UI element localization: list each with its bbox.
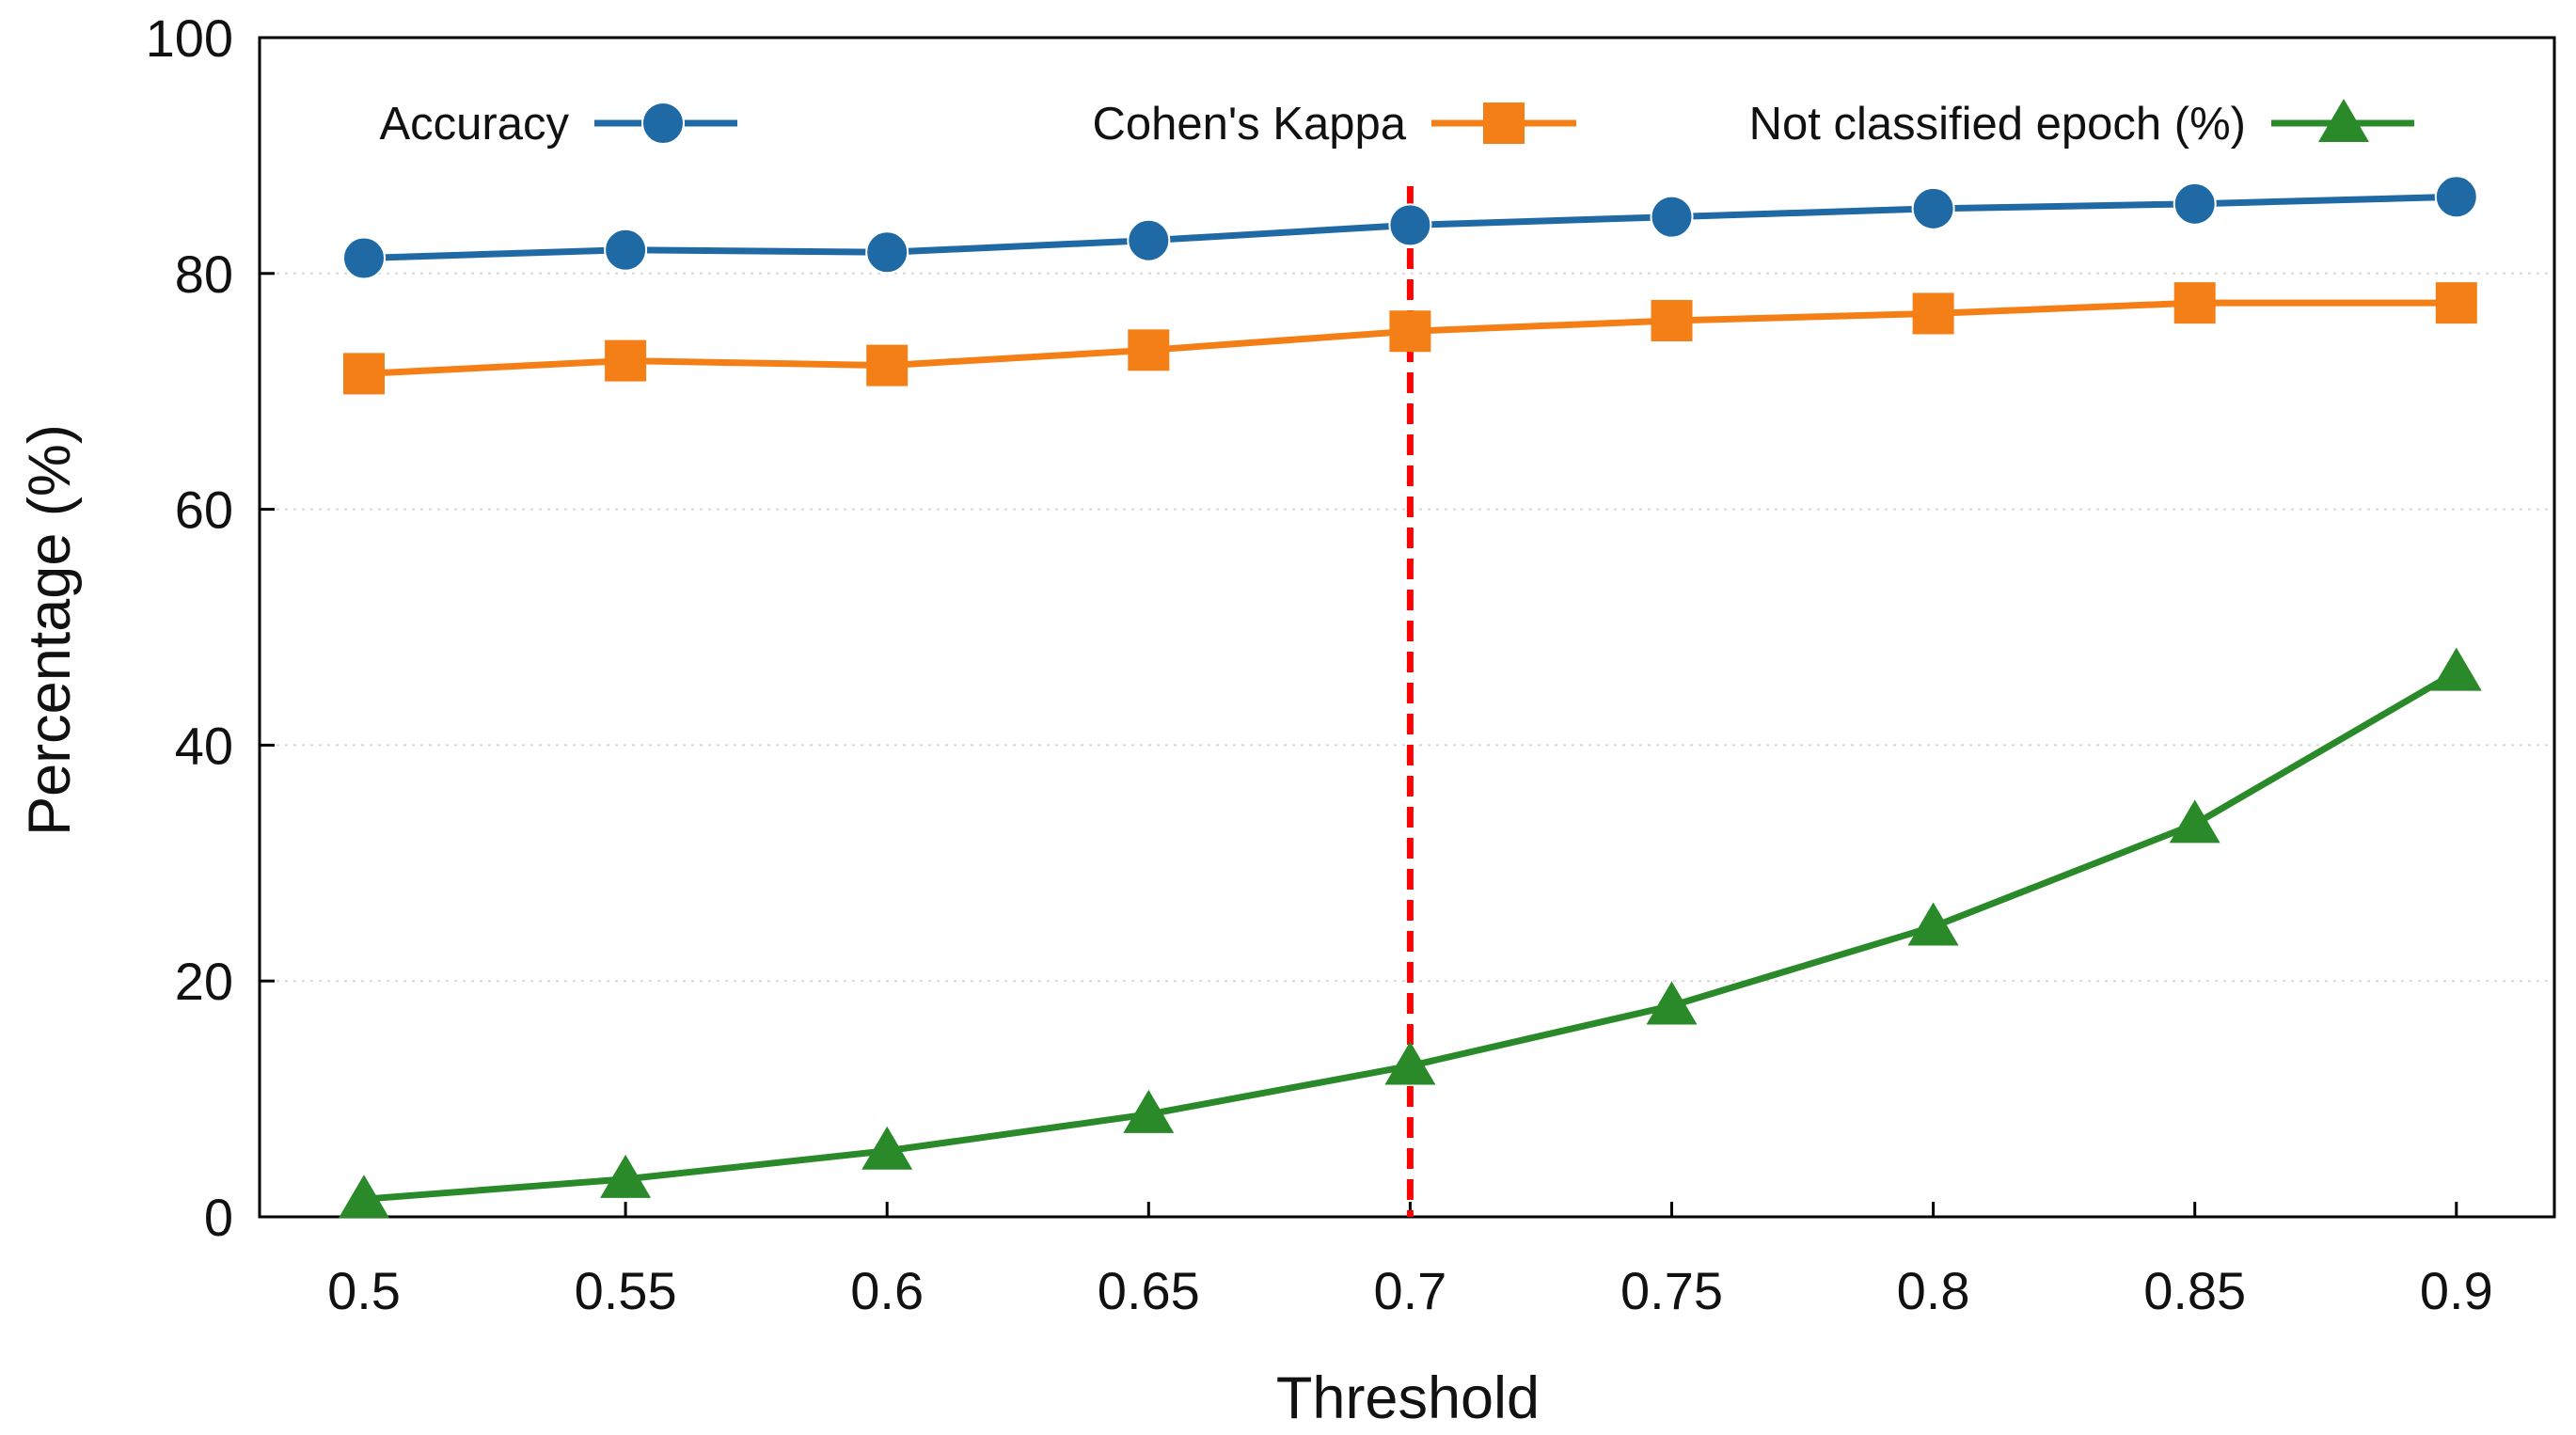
- data-point-1-7: [2173, 282, 2216, 324]
- data-point-2-3: [1123, 1089, 1175, 1133]
- data-point-2-0: [339, 1175, 389, 1219]
- data-point-1-5: [1651, 299, 1693, 341]
- series-group: [339, 175, 2482, 1219]
- data-point-1-6: [1912, 292, 1954, 335]
- data-point-2-1: [600, 1154, 652, 1198]
- data-point-1-8: [2435, 282, 2477, 324]
- y-tick-label: 80: [175, 244, 233, 304]
- data-point-2-7: [2169, 799, 2220, 844]
- data-point-0-7: [2173, 181, 2217, 226]
- grid-lines: [260, 272, 2554, 983]
- data-point-0-4: [1388, 203, 1432, 247]
- y-tick-label: 60: [175, 481, 233, 540]
- data-point-0-6: [1911, 186, 1955, 230]
- x-tick-label: 0.6: [850, 1261, 924, 1320]
- data-point-0-2: [865, 230, 909, 275]
- legend-label: Not classified epoch (%): [1749, 99, 2246, 150]
- data-point-0-8: [2434, 175, 2478, 219]
- x-tick-label: 0.8: [1897, 1261, 1970, 1320]
- y-tick-label: 40: [175, 716, 233, 775]
- data-point-2-2: [861, 1126, 913, 1170]
- legend-label: Accuracy: [379, 99, 569, 150]
- x-tick-label: 0.75: [1620, 1261, 1723, 1320]
- legend-marker-2: [2318, 99, 2369, 142]
- y-tick-label: 100: [146, 8, 233, 68]
- data-point-1-0: [343, 353, 385, 395]
- y-tick-label: 20: [175, 952, 233, 1011]
- data-point-1-2: [866, 344, 909, 386]
- data-point-2-5: [1646, 981, 1698, 1025]
- data-point-2-4: [1384, 1041, 1436, 1085]
- legend-label: Cohen's Kappa: [1092, 99, 1406, 150]
- data-point-1-4: [1389, 310, 1431, 353]
- data-point-1-3: [1128, 329, 1170, 371]
- x-tick-label: 0.55: [575, 1261, 677, 1320]
- axes: 0 20 40 60 80 100 0.5 0.55 0.6 0.65 0.7 0.75 0.8 0.85…: [146, 8, 2556, 1320]
- legend-marker-0: [641, 102, 685, 145]
- x-tick-label: 0.9: [2420, 1261, 2493, 1320]
- legend: Accuracy Cohen's Kappa Not classified epoc…: [379, 99, 2414, 150]
- data-point-1-1: [605, 339, 647, 382]
- y-tick-label: 0: [204, 1188, 233, 1247]
- data-point-0-3: [1127, 218, 1171, 262]
- x-tick-label: 0.65: [1098, 1261, 1200, 1320]
- x-axis-title: Threshold: [1276, 1365, 1540, 1431]
- data-point-2-6: [1907, 902, 1959, 946]
- x-tick-label: 0.7: [1373, 1261, 1446, 1320]
- data-point-0-1: [604, 228, 648, 272]
- y-axis-title: Percentage (%): [17, 424, 83, 836]
- data-point-0-5: [1650, 195, 1694, 239]
- legend-marker-1: [1483, 102, 1525, 144]
- data-point-2-8: [2430, 647, 2482, 691]
- x-tick-label: 0.5: [327, 1261, 401, 1320]
- x-tick-label: 0.85: [2143, 1261, 2246, 1320]
- data-point-0-0: [342, 236, 386, 280]
